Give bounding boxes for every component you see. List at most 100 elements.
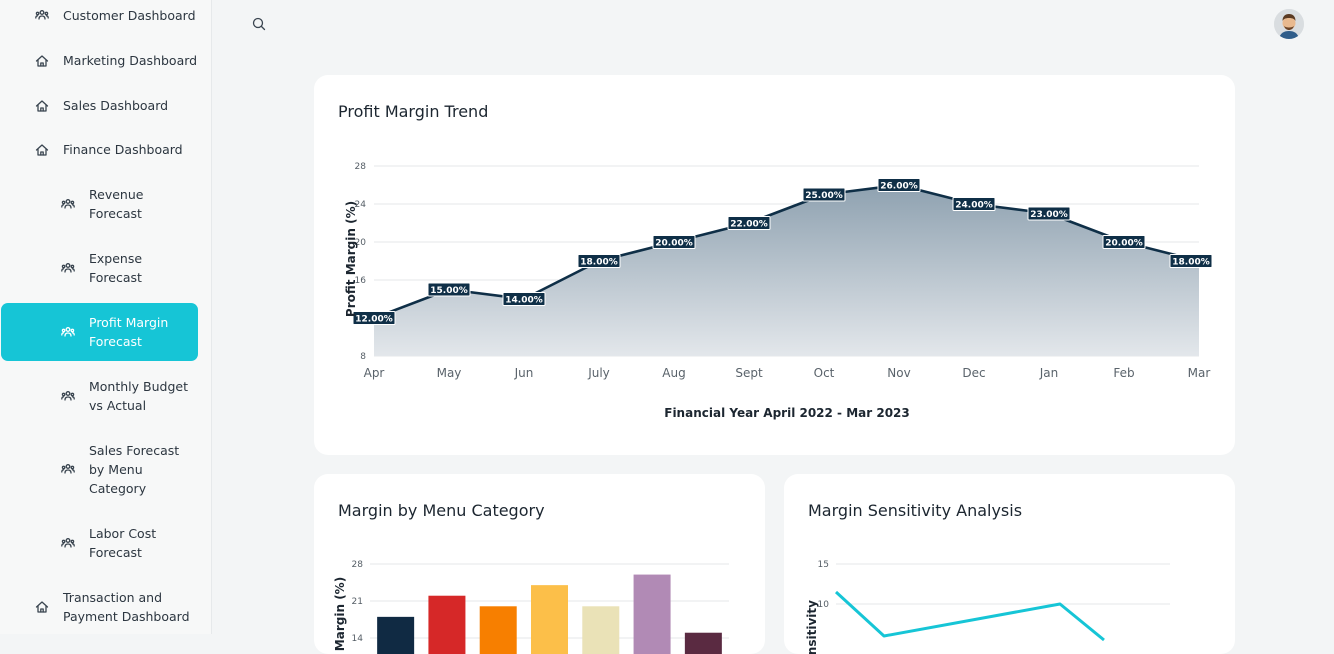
margin-sensitivity-card: Margin Sensitivity Analysis 10 15 Sensitiv… <box>784 474 1235 654</box>
y-tick-label: 15 <box>818 560 829 570</box>
sidebar-item-customer-dashboard[interactable]: Customer Dashboard <box>1 6 198 25</box>
users-icon <box>61 538 75 548</box>
bar <box>428 595 466 654</box>
card-title: Profit Margin Trend <box>338 102 489 121</box>
card-title: Margin by Menu Category <box>338 501 545 520</box>
series-line <box>834 590 1105 642</box>
x-tick-label: Apr <box>364 366 385 380</box>
y-tick-label: 28 <box>355 162 367 172</box>
data-label: 25.00% <box>805 191 843 201</box>
sidebar-item-label: Expense Forecast <box>89 251 143 285</box>
sidebar-item-label: Finance Dashboard <box>63 142 183 157</box>
sidebar-item-label: Revenue Forecast <box>89 187 144 221</box>
sidebar-item-label: Labor Cost Forecast <box>89 526 157 560</box>
sidebar-item-sales-dashboard[interactable]: Sales Dashboard <box>1 96 198 115</box>
y-tick-label: 21 <box>352 597 363 607</box>
x-tick-label: Jun <box>514 366 534 380</box>
users-icon <box>61 199 75 209</box>
users-icon <box>61 464 75 474</box>
sidebar-item-profit-margin-forecast[interactable]: Profit Margin Forecast <box>1 303 198 361</box>
sidebar-item-expense-forecast[interactable]: Expense Forecast <box>1 249 198 287</box>
sidebar-item-label: Sales Forecast by Menu Category <box>89 443 180 496</box>
data-label: 12.00% <box>355 314 393 324</box>
avatar-image <box>1274 9 1304 39</box>
home-icon <box>35 601 49 613</box>
x-tick-label: Mar <box>1188 366 1211 380</box>
home-icon <box>35 55 49 67</box>
data-label-box <box>502 292 546 306</box>
y-tick-label: 20 <box>355 238 367 248</box>
profit-margin-trend-chart: 8 16 20 24 28 Apr May Jun July Aug Sept Oct Nov Dec Ja… <box>344 162 1213 420</box>
sidebar-item-monthly-budget-vs-actual[interactable]: Monthly Budget vs Actual <box>1 377 198 415</box>
x-tick-label: Feb <box>1113 366 1134 380</box>
sidebar-item-sales-forecast-by-menu-category[interactable]: Sales Forecast by Menu Category <box>1 441 198 498</box>
users-icon <box>61 327 75 337</box>
data-label-box <box>577 254 621 268</box>
data-label: 18.00% <box>1172 257 1210 267</box>
sidebar-item-revenue-forecast[interactable]: Revenue Forecast <box>1 185 198 223</box>
data-label: 14.00% <box>505 295 543 305</box>
card-title: Margin Sensitivity Analysis <box>808 501 1023 520</box>
data-label-box <box>352 311 396 325</box>
sidebar-item-finance-dashboard[interactable]: Finance Dashboard <box>1 140 198 159</box>
y-tick-label: 14 <box>352 634 364 644</box>
bar <box>633 574 671 654</box>
y-axis-title: Profit Margin (%) <box>344 201 358 317</box>
x-tick-label: Oct <box>814 366 835 380</box>
data-label-box <box>877 178 921 192</box>
data-label-box <box>652 235 696 249</box>
sidebar-item-label: Sales Dashboard <box>63 98 169 113</box>
x-tick-label: Nov <box>887 366 910 380</box>
sidebar: Customer Dashboard Marketing Dashboard S… <box>0 0 212 634</box>
bar <box>582 606 620 654</box>
user-avatar[interactable] <box>1274 9 1304 39</box>
sidebar-item-label: Marketing Dashboard <box>63 53 198 68</box>
bar <box>377 616 415 654</box>
sidebar-item-transaction-and-payment-dashboard[interactable]: Transaction and Payment Dashboard <box>1 588 198 626</box>
x-tick-label: Aug <box>662 366 685 380</box>
sidebar-item-label: Customer Dashboard <box>63 8 196 23</box>
data-label: 26.00% <box>880 181 918 191</box>
data-label-box <box>1169 254 1213 268</box>
y-axis-title: Margin (%) <box>333 577 347 651</box>
area-fill <box>374 185 1199 356</box>
search-icon[interactable] <box>252 17 266 31</box>
bar <box>684 632 722 654</box>
data-label-box <box>802 187 846 202</box>
x-tick-label: July <box>587 366 610 380</box>
users-icon <box>61 391 75 401</box>
y-tick-label: 24 <box>355 200 367 210</box>
sidebar-item-labor-cost-forecast[interactable]: Labor Cost Forecast <box>1 524 198 562</box>
y-tick-label: 28 <box>352 560 364 570</box>
data-label-box <box>952 197 996 211</box>
data-label: 22.00% <box>730 219 768 229</box>
users-icon <box>61 263 75 273</box>
y-axis-title: Sensitivity <box>805 600 819 654</box>
y-tick-label: 16 <box>355 276 367 286</box>
sidebar-item-label: Profit Margin Forecast <box>89 315 169 349</box>
bar <box>479 606 517 654</box>
sidebar-item-label: Monthly Budget vs Actual <box>89 379 188 413</box>
data-label-box <box>727 216 771 230</box>
data-label-box <box>1027 206 1071 221</box>
margin-by-category-chart: 14 21 28 Margin (%) <box>333 560 729 654</box>
data-label: 24.00% <box>955 200 993 210</box>
data-label: 23.00% <box>1030 210 1068 220</box>
data-label: 18.00% <box>580 257 618 267</box>
bar <box>531 585 568 654</box>
sidebar-item-label: Transaction and Payment Dashboard <box>63 590 190 624</box>
data-label-box <box>1102 235 1146 249</box>
data-label: 20.00% <box>655 238 693 248</box>
data-label: 15.00% <box>430 286 468 296</box>
x-tick-label: May <box>437 366 462 380</box>
margin-by-category-card: Margin by Menu Category 14 21 28 Margin (%) <box>314 474 765 654</box>
y-tick-label: 8 <box>360 352 366 362</box>
x-axis-title: Financial Year April 2022 - Mar 2023 <box>664 406 910 420</box>
home-icon <box>35 100 49 112</box>
x-tick-label: Dec <box>962 366 985 380</box>
x-tick-label: Sept <box>735 366 763 380</box>
x-tick-label: Jan <box>1039 366 1059 380</box>
profit-margin-trend-card: Profit Margin Trend 8 16 20 24 28 Apr May Jun Ju… <box>314 75 1235 455</box>
sidebar-item-marketing-dashboard[interactable]: Marketing Dashboard <box>1 51 198 70</box>
data-label-box <box>427 282 471 297</box>
